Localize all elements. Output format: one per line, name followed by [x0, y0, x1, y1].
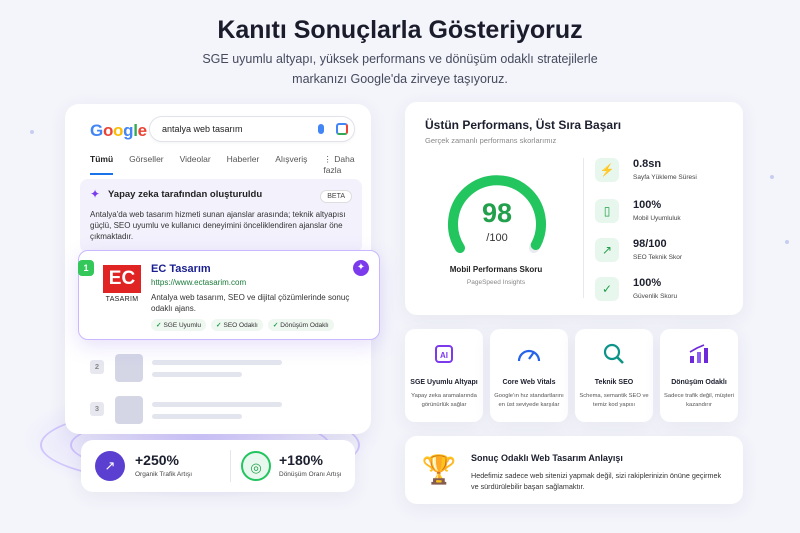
- chip: ✓ SEO Odaklı: [211, 319, 263, 331]
- placeholder-image: [115, 354, 143, 382]
- result-description: Antalya web tasarım, SEO ve dijital çözü…: [151, 293, 350, 313]
- phone-icon: ▯: [595, 199, 619, 223]
- metric-label: Sayfa Yükleme Süresi: [633, 174, 697, 181]
- microphone-icon[interactable]: [318, 124, 324, 134]
- placeholder-image: [115, 396, 143, 424]
- gauge-score: 98: [481, 198, 513, 228]
- tab-videos[interactable]: Videolar: [179, 154, 211, 164]
- ai-overview-box: ✦ Yapay zeka tarafından oluşturuldu BETA…: [80, 179, 362, 253]
- result-url[interactable]: https://www.ectasarim.com: [151, 278, 247, 287]
- metric-value: 98/100: [633, 238, 667, 250]
- performance-gauge: 98 /100: [441, 160, 553, 260]
- performance-title: Üstün Performans, Üst Sıra Başarı: [425, 118, 622, 132]
- beta-badge: BETA: [320, 190, 352, 203]
- stat-value: +180%: [279, 452, 323, 468]
- placeholder-line: [152, 402, 282, 407]
- bar-chart-icon: [684, 342, 714, 370]
- search-input[interactable]: antalya web tasarım: [149, 116, 355, 142]
- feature-desc: Schema, semantik SEO ve temiz kod yapısı: [579, 393, 649, 408]
- top-search-result[interactable]: 1 EC TASARIM EC Tasarım https://www.ecta…: [78, 250, 380, 340]
- result-chips: ✓ SGE Uyumlu ✓ SEO Odaklı ✓ Dönüşüm Odaklı: [151, 319, 334, 331]
- metric-value: 100%: [633, 199, 662, 211]
- target-icon: ◎: [241, 451, 271, 481]
- ai-chip-icon: AI: [429, 342, 459, 370]
- feature-desc: Google'ın hız standartlarını en üst sevi…: [494, 393, 564, 408]
- feature-title: Core Web Vitals: [502, 379, 556, 386]
- chip: ✓ SGE Uyumlu: [151, 319, 207, 331]
- metric-label: Güvenlik Skoru: [633, 293, 678, 300]
- tab-all[interactable]: Tümü: [90, 154, 114, 175]
- svg-text:AI: AI: [440, 351, 448, 360]
- metric-label: SEO Teknik Skor: [633, 254, 683, 261]
- placeholder-line: [152, 414, 242, 419]
- shield-icon: ✓: [595, 277, 619, 301]
- speedometer-icon: [514, 342, 544, 370]
- magnifier-icon: [599, 342, 629, 370]
- sparkle-icon: ✦: [90, 187, 101, 201]
- check-icon: ✓: [272, 322, 279, 329]
- gauge-sublabel: PageSpeed Insights: [466, 279, 526, 286]
- feature-card-sge: AI SGE Uyumlu Altyapı Yapay zeka aramala…: [405, 329, 483, 422]
- performance-card: Üstün Performans, Üst Sıra Başarı Gerçek…: [405, 102, 743, 315]
- chip: ✓ Dönüşüm Odaklı: [267, 319, 334, 331]
- page-subtitle: SGE uyumlu altyapı, yüksek performans ve…: [202, 52, 598, 66]
- stats-card: ↗ +250% Organik Trafik Artışı ◎ +180% Dö…: [81, 440, 355, 492]
- result-mindset-card: 🏆 Sonuç Odaklı Web Tasarım Anlayışı Hede…: [405, 436, 743, 504]
- metric-value: 100%: [633, 277, 662, 289]
- feature-title: Teknik SEO: [594, 379, 634, 386]
- check-icon: ✓: [216, 322, 222, 329]
- gauge-fill: [448, 175, 546, 253]
- chart-icon: ↗: [595, 238, 619, 262]
- placeholder-rank: 3: [90, 402, 104, 416]
- sparkle-icon: ✦: [353, 260, 369, 276]
- page-subtitle: markanızı Google'da zirveye taşıyoruz.: [292, 72, 508, 86]
- dot-decoration: [30, 130, 34, 134]
- check-icon: ✓: [156, 322, 162, 329]
- tab-more[interactable]: ⋮ Daha fazla: [323, 154, 355, 175]
- search-query: antalya web tasarım: [162, 124, 243, 134]
- lightning-icon: ⚡: [595, 158, 619, 182]
- ai-overview-title: Yapay zeka tarafından oluşturuldu: [108, 189, 263, 200]
- gauge-svg: [448, 175, 546, 253]
- dot-decoration: [770, 175, 774, 179]
- feature-desc: Yapay zeka aramalarında görünürlük sağla…: [411, 393, 477, 408]
- trophy-icon: 🏆: [421, 454, 457, 485]
- stat-label: Organik Trafik Artışı: [135, 471, 193, 478]
- metric-value: 0.8sn: [633, 158, 662, 170]
- dot-decoration: [785, 240, 789, 244]
- metric-label: Mobil Uyumluluk: [633, 215, 681, 222]
- gauge-label: Mobil Performans Skoru: [449, 265, 543, 274]
- result-card-title: Sonuç Odaklı Web Tasarım Anlayışı: [471, 453, 623, 463]
- tab-news[interactable]: Haberler: [226, 154, 260, 164]
- stat-label: Dönüşüm Oranı Artışı: [279, 471, 342, 478]
- ai-overview-text: Antalya'da web tasarım hizmeti sunan aja…: [90, 210, 346, 241]
- feature-card-cwv: Core Web Vitals Google'ın hız standartla…: [490, 329, 568, 422]
- feature-card-conversion: Dönüşüm Odaklı Sadece trafik değil, müşt…: [660, 329, 738, 422]
- page-title: Kanıtı Sonuçlarla Gösteriyoruz: [217, 16, 583, 44]
- result-title[interactable]: EC Tasarım: [151, 263, 211, 275]
- gauge-max: /100: [486, 232, 508, 244]
- tab-images[interactable]: Görseller: [129, 154, 164, 164]
- stat-value: +250%: [135, 452, 179, 468]
- lens-icon[interactable]: [336, 123, 348, 135]
- placeholder-line: [152, 360, 282, 365]
- feature-desc: Sadece trafik değil, müşteri kazandırır: [664, 393, 734, 408]
- google-logo: Google: [90, 121, 147, 140]
- rank-badge: 1: [78, 260, 94, 276]
- search-tabs: Tümü Görseller Videolar Haberler Alışver…: [90, 154, 371, 175]
- divider: [230, 450, 231, 482]
- placeholder-rank: 2: [90, 360, 104, 374]
- trend-up-icon: ↗: [95, 451, 125, 481]
- feature-title: SGE Uyumlu Altyapı: [410, 379, 478, 386]
- feature-card-seo: Teknik SEO Schema, semantik SEO ve temiz…: [575, 329, 653, 422]
- placeholder-line: [152, 372, 242, 377]
- performance-subtitle: Gerçek zamanlı performans skorlarımız: [425, 136, 557, 145]
- feature-title: Dönüşüm Odaklı: [671, 379, 727, 386]
- divider: [583, 158, 584, 298]
- tab-shopping[interactable]: Alışveriş: [275, 154, 308, 164]
- ec-tasarim-logo: EC TASARIM: [103, 265, 141, 309]
- result-card-text: Hedefimiz sadece web sitenizi yapmak değ…: [471, 471, 722, 491]
